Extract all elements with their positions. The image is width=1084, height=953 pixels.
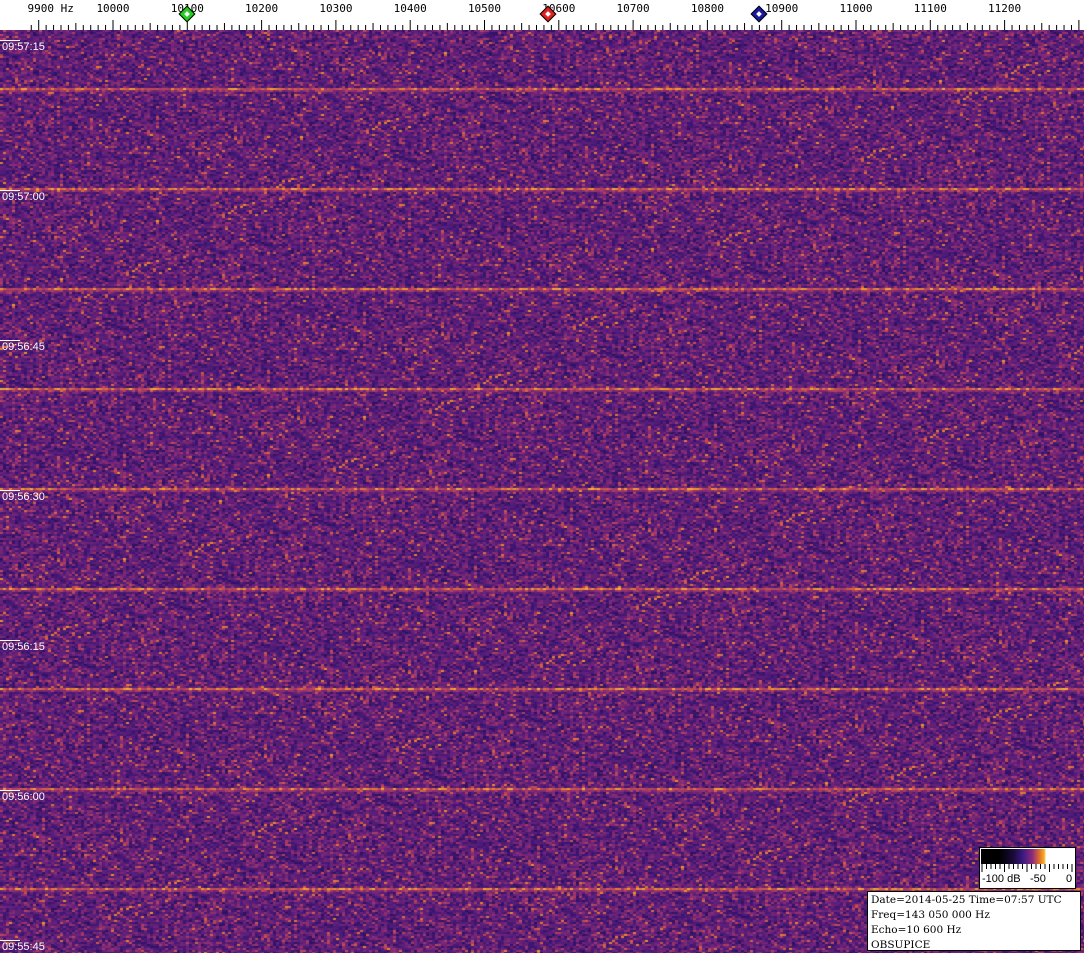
time-tick: [0, 340, 20, 341]
time-label: 09:57:15: [2, 41, 45, 53]
time-label: 09:56:15: [2, 641, 45, 653]
time-label: 09:55:45: [2, 941, 45, 953]
frequency-label: 11000: [839, 2, 873, 15]
scale-label-min: -100 dB: [982, 873, 1021, 885]
info-echo: Echo=10 600 Hz: [871, 924, 962, 936]
info-date-time: Date=2014-05-25 Time=07:57 UTC: [871, 894, 1062, 906]
time-tick: [0, 40, 20, 41]
frequency-label: 10900: [765, 2, 799, 15]
frequency-label: 10500: [467, 2, 502, 15]
scale-label-max: 0: [1066, 873, 1073, 885]
info-box: Date=2014-05-25 Time=07:57 UTC Freq=143 …: [867, 891, 1081, 951]
time-label: 09:56:45: [2, 341, 45, 353]
frequency-ticks: [30, 20, 1080, 30]
time-tick: [0, 790, 20, 791]
time-label: 09:56:00: [2, 791, 45, 803]
time-tick: [0, 490, 20, 491]
waterfall-spectrogram[interactable]: [0, 30, 1084, 953]
info-freq: Freq=143 050 000 Hz: [871, 909, 990, 921]
info-station: OBSUPICE: [871, 939, 931, 951]
scale-label-mid: -50: [1030, 873, 1046, 885]
frequency-label: 10700: [616, 2, 650, 15]
color-scale-ticks: [981, 864, 1073, 872]
time-label: 09:57:00: [2, 191, 45, 203]
color-scale-bar: [981, 849, 1074, 864]
frequency-label: 11200: [988, 2, 1022, 15]
frequency-label: 10200: [245, 2, 279, 15]
frequency-label: 10000: [96, 2, 130, 15]
time-tick: [0, 640, 20, 641]
frequency-label: 10400: [393, 2, 427, 15]
frequency-label: 9900 Hz: [27, 2, 74, 15]
time-tick: [0, 190, 20, 191]
color-scale-legend: -100 dB -50 0: [979, 847, 1076, 889]
frequency-label: 10800: [690, 2, 724, 15]
frequency-label: 11100: [913, 2, 947, 15]
time-label: 09:56:30: [2, 491, 45, 503]
time-tick: [0, 940, 20, 941]
frequency-label: 10300: [319, 2, 353, 15]
